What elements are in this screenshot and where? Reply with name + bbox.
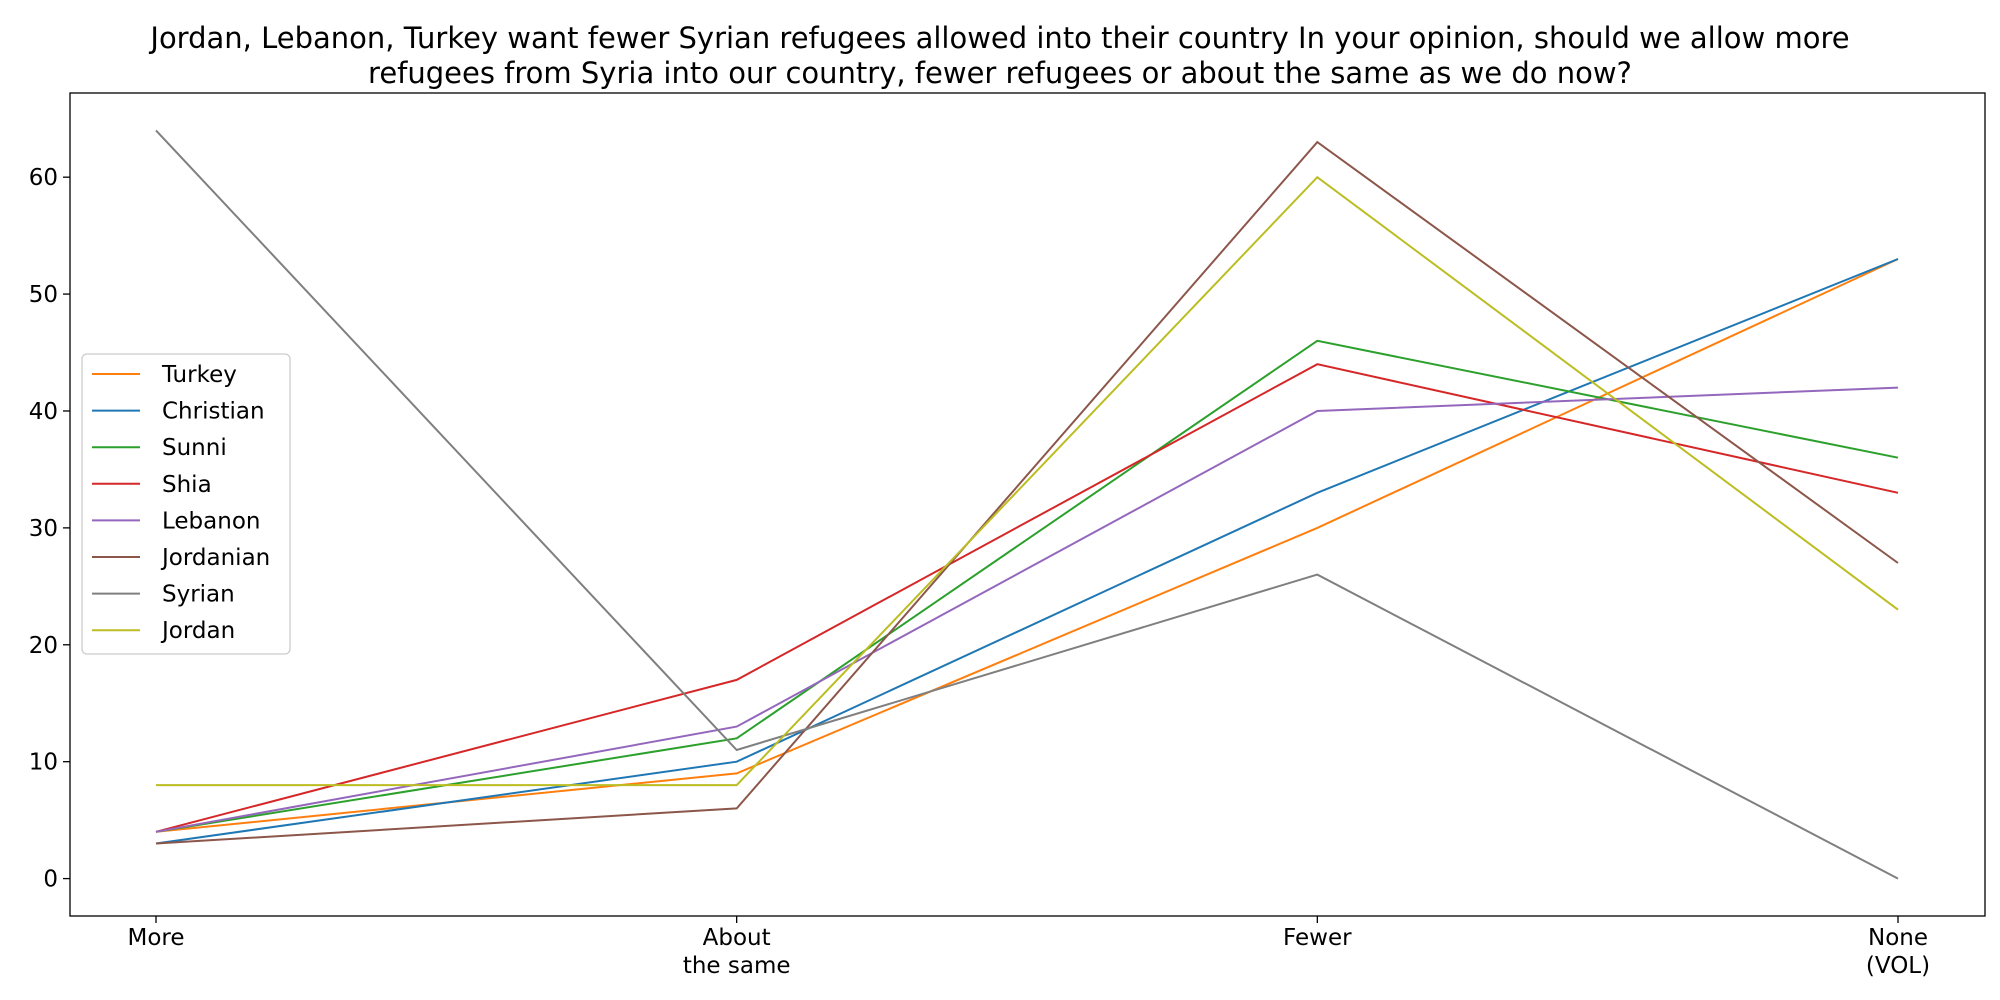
legend-label-sunni: Sunni <box>162 435 227 461</box>
legend: Turkey Christian Sunni Shia Lebanon Jordanian… <box>81 353 291 655</box>
y-tick-label: 0 <box>43 867 58 893</box>
y-tick-label: 50 <box>29 282 58 308</box>
x-tick-label: About <box>703 925 771 951</box>
chart-title-line-1: Jordan, Lebanon, Turkey want fewer Syria… <box>148 21 1849 55</box>
legend-label-shia: Shia <box>162 472 212 498</box>
y-tick-label: 30 <box>29 516 58 542</box>
legend-label-syrian: Syrian <box>162 582 235 608</box>
series-line-turkey <box>155 258 1899 833</box>
x-tick-label: None <box>1868 925 1928 951</box>
y-tick-label: 20 <box>29 633 58 659</box>
legend-label-jordan: Jordan <box>160 618 235 644</box>
series-line-christian <box>155 258 1899 845</box>
x-tick-label: the same <box>683 953 791 979</box>
series-line-shia <box>155 363 1899 833</box>
x-tick-label: Fewer <box>1283 925 1352 951</box>
series-line-syrian <box>155 129 1899 880</box>
legend-box <box>81 353 291 655</box>
legend-label-jordanian: Jordanian <box>160 545 270 571</box>
y-tick-label: 40 <box>29 399 58 425</box>
legend-label-christian: Christian <box>162 399 265 425</box>
series-line-lebanon <box>155 386 1899 833</box>
series-line-jordan <box>156 175 1899 787</box>
chart-title-line-2: refugees from Syria into our country, fe… <box>368 56 1632 90</box>
y-tick-label: 10 <box>29 750 58 776</box>
series-layer <box>155 129 1899 880</box>
legend-label-turkey: Turkey <box>161 362 237 388</box>
x-tick-label: (VOL) <box>1866 953 1930 979</box>
plot-frame <box>69 92 1986 917</box>
legend-label-lebanon: Lebanon <box>162 508 260 534</box>
x-tick-label: More <box>127 925 184 951</box>
series-line-jordanian <box>155 140 1899 845</box>
y-tick-label: 60 <box>29 165 58 191</box>
